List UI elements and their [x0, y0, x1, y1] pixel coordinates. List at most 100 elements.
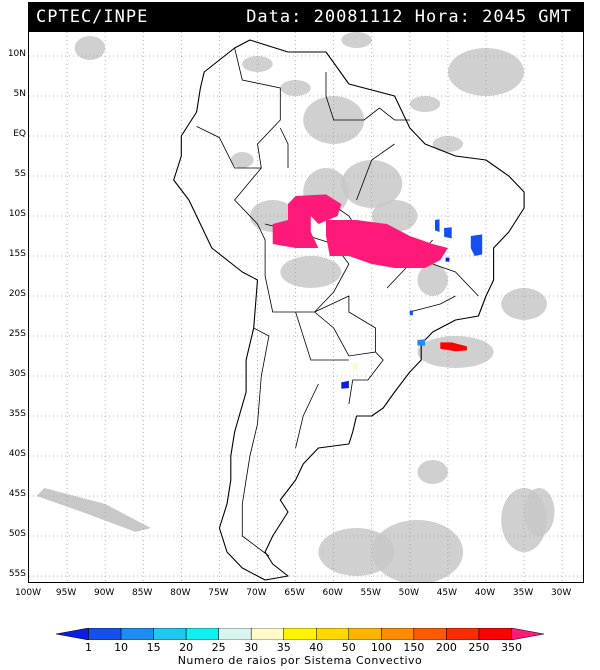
lon-tick-label: 85W	[132, 588, 153, 598]
convective-system	[352, 363, 358, 370]
convective-system	[272, 194, 342, 248]
convective-systems-layer	[272, 194, 483, 389]
legend-swatch	[511, 628, 544, 640]
cloud-patch	[36, 488, 151, 532]
legend-tick: 1	[85, 641, 93, 654]
cloud-patch	[417, 460, 448, 484]
border-line	[241, 327, 270, 557]
lon-tick-label: 90W	[93, 588, 115, 598]
border-line	[432, 263, 479, 297]
convective-system	[409, 310, 413, 316]
legend-tick: 40	[309, 641, 324, 654]
lon-tick-label: 45W	[436, 588, 458, 598]
agency-label: CPTEC/INPE	[36, 7, 149, 27]
lat-tick-label: EQ	[13, 129, 26, 139]
lon-tick-label: 60W	[322, 588, 343, 598]
legend-tick: 35	[276, 641, 291, 654]
lon-tick-label: 30W	[550, 588, 572, 598]
legend-swatch	[478, 628, 512, 640]
convective-system	[440, 342, 467, 352]
border-line	[348, 351, 384, 405]
lon-tick-label: 70W	[246, 588, 267, 598]
legend-swatch	[316, 628, 350, 640]
legend-tick: 50	[341, 641, 356, 654]
border-line	[295, 311, 349, 361]
legend-swatch	[56, 628, 89, 640]
convective-system	[470, 234, 483, 256]
legend-tick: 15	[146, 641, 161, 654]
map-panel	[28, 31, 584, 583]
lon-tick-label: 80W	[170, 588, 191, 598]
legend-swatch	[413, 628, 447, 640]
lat-tick-label: 50S	[8, 529, 26, 539]
lon-tick-label: 35W	[512, 588, 534, 598]
lat-tick-label: 40S	[8, 449, 26, 459]
legend-swatch	[446, 628, 480, 640]
legend-swatch	[120, 628, 154, 640]
lon-tick-label: 65W	[284, 588, 305, 598]
border-line	[279, 127, 289, 168]
lat-tick-label: 25S	[8, 329, 26, 339]
border-line	[356, 143, 395, 201]
legend-tick: 30	[244, 641, 259, 654]
legend-swatch	[250, 628, 284, 640]
datetime-label: Data: 20081112 Hora: 2045 GMT	[246, 7, 572, 27]
cloud-patch	[524, 488, 555, 536]
convective-system	[326, 220, 448, 268]
legend-tick: 25	[211, 641, 226, 654]
cloud-patch	[371, 520, 464, 582]
border-line	[295, 383, 319, 449]
color-legend-bar	[56, 628, 544, 640]
cloud-patch	[417, 336, 494, 368]
legend-tick: 200	[435, 641, 457, 654]
legend-swatch	[88, 628, 122, 640]
lat-tick-label: 5N	[13, 89, 26, 99]
lat-tick-label: 20S	[8, 289, 26, 299]
border-line	[234, 167, 266, 276]
convective-system	[444, 227, 452, 239]
cloud-patch	[417, 264, 448, 296]
lat-tick-label: 10S	[8, 209, 26, 219]
legend-swatch	[153, 628, 187, 640]
lat-tick-label: 5S	[14, 169, 26, 179]
legend-tick: 100	[370, 641, 392, 654]
cloud-patch	[341, 32, 372, 48]
lat-tick-label: 30S	[8, 369, 26, 379]
border-line	[325, 72, 410, 121]
convective-system	[445, 257, 450, 262]
lon-tick-label: 50W	[398, 588, 419, 598]
convective-system	[435, 219, 440, 232]
lat-tick-label: 45S	[8, 489, 26, 499]
lat-tick-label: 15S	[8, 249, 26, 259]
lon-tick-label: 55W	[360, 588, 381, 598]
border-line	[314, 295, 376, 357]
legend-tick: 350	[500, 641, 522, 654]
legend-swatch	[283, 628, 317, 640]
legend-tick: 250	[468, 641, 490, 654]
cloud-patch	[74, 36, 106, 60]
legend-swatch	[218, 628, 252, 640]
legend-swatch	[381, 628, 415, 640]
border-line	[196, 47, 281, 169]
convective-system	[417, 339, 426, 346]
legend-tick: 20	[179, 641, 194, 654]
cloud-patch	[230, 152, 254, 168]
legend-swatch	[185, 628, 219, 640]
cloud-patch	[318, 528, 395, 576]
lon-tick-label: 95W	[55, 588, 77, 598]
convective-system	[341, 380, 349, 389]
legend-swatch	[348, 628, 382, 640]
cloud-patch	[409, 96, 441, 112]
lat-tick-label: 10N	[7, 49, 26, 59]
lat-tick-label: 35S	[8, 409, 26, 419]
lon-tick-label: 75W	[208, 588, 229, 598]
cloud-patch	[280, 256, 342, 288]
legend-tick: 150	[403, 641, 425, 654]
continent-outline	[173, 39, 525, 581]
border-line	[409, 295, 456, 313]
lon-tick-label: 100W	[14, 588, 42, 598]
title-bar: CPTEC/INPE Data: 20081112 Hora: 2045 GMT	[28, 2, 584, 31]
legend-tick: 10	[114, 641, 129, 654]
graticule	[29, 32, 583, 582]
